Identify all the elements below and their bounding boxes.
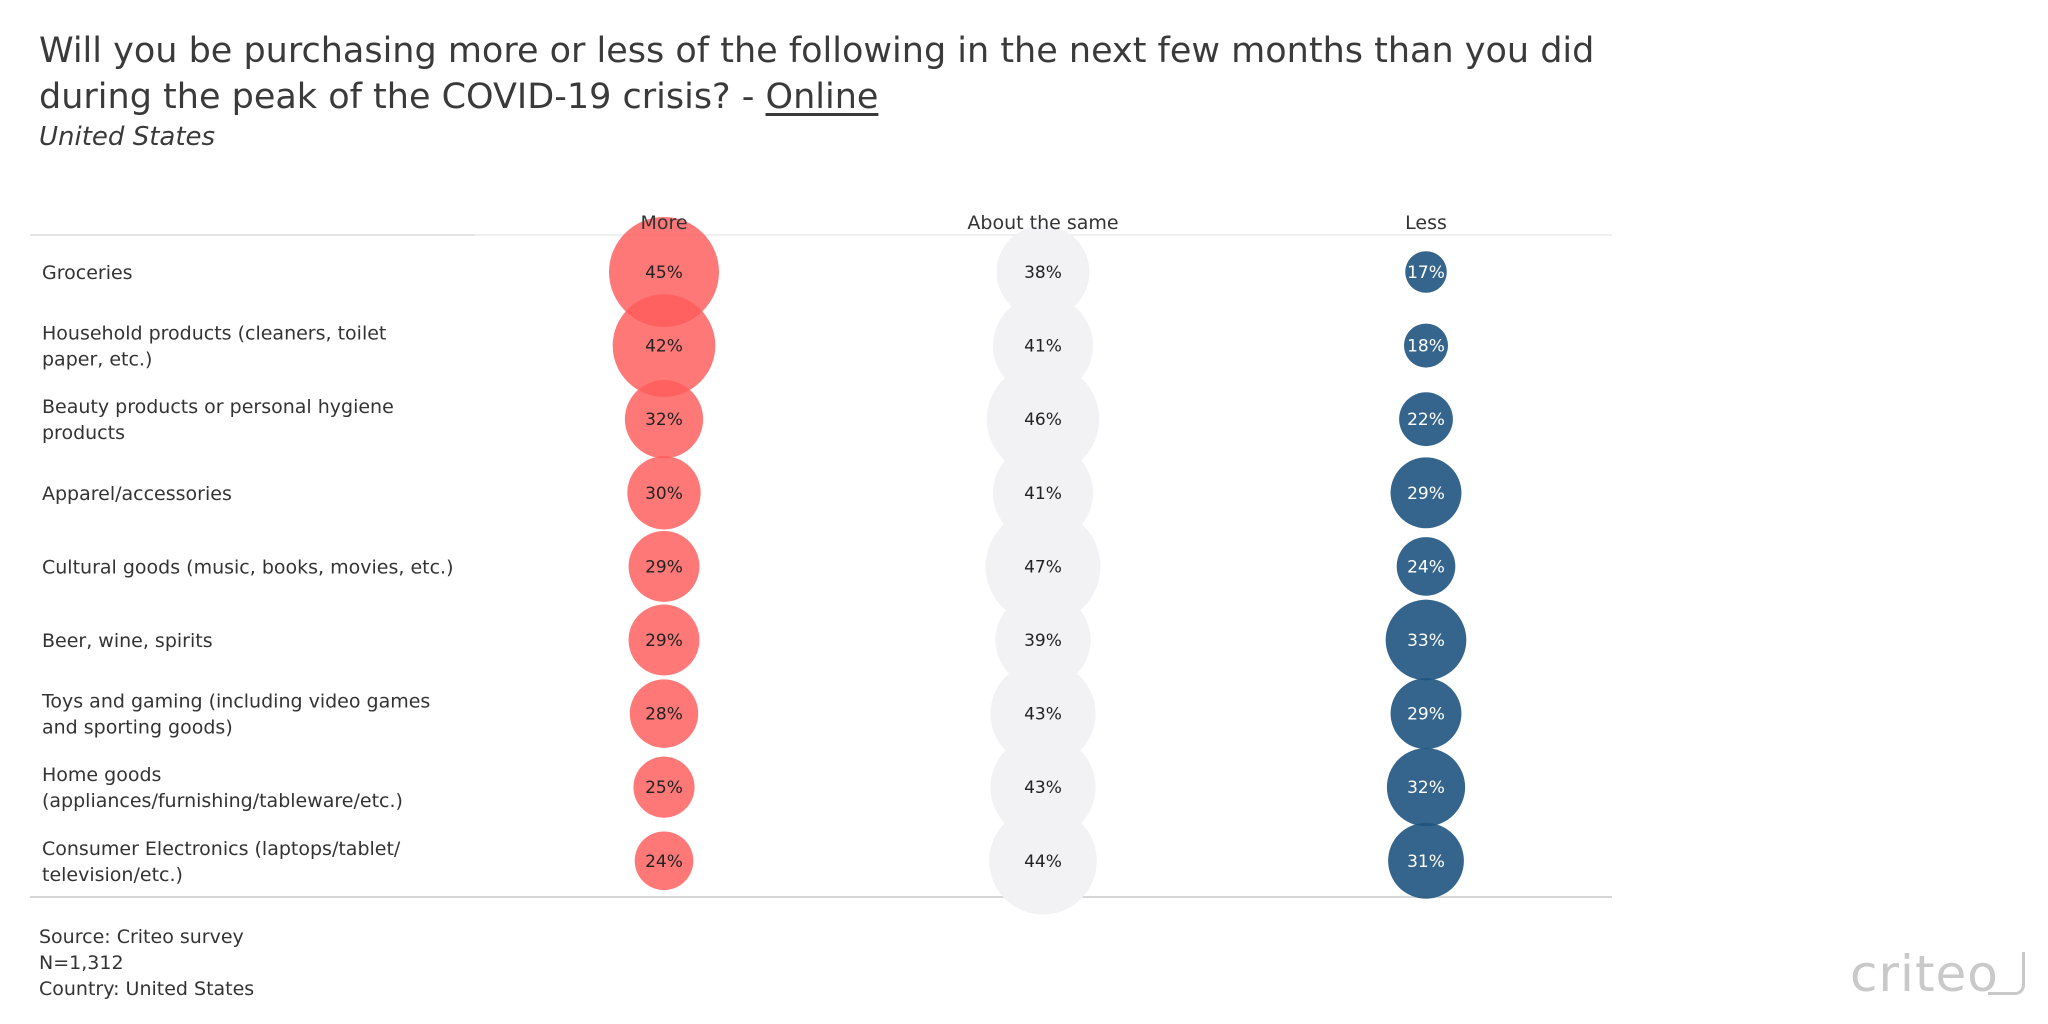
value-label: 25% [645, 778, 683, 798]
bubble-more [633, 756, 695, 818]
value-label: 28% [645, 705, 683, 725]
value-label: 32% [1407, 778, 1445, 798]
value-label: 43% [1024, 705, 1062, 725]
sample-size: N=1,312 [39, 952, 124, 974]
bubble-about-the-same [990, 734, 1096, 840]
row-label-line: television/etc.) [42, 864, 183, 886]
value-label: 29% [1407, 705, 1445, 725]
row-label-line: Groceries [42, 262, 133, 284]
value-label: 45% [645, 263, 683, 283]
value-label: 33% [1407, 631, 1445, 651]
bubble-more [634, 831, 694, 891]
bubble-less [1396, 537, 1456, 596]
chart-title-line-1: Will you be purchasing more or less of t… [39, 31, 1595, 71]
bubble-less [1385, 599, 1467, 681]
chart-title-prefix: during the peak of the COVID-19 crisis? … [39, 77, 766, 117]
value-label: 24% [645, 852, 683, 872]
row-label: Beer, wine, spirits [42, 630, 213, 652]
criteo-logo: criteo [1850, 945, 1999, 1003]
bubble-less [1405, 251, 1447, 293]
row-label: Apparel/accessories [42, 483, 232, 505]
value-label: 47% [1024, 557, 1062, 577]
row-label-line: Toys and gaming (including video games [41, 691, 430, 713]
title-block: Will you be purchasing more or less of t… [39, 28, 1594, 154]
footer: Source: Criteo survey N=1,312 Country: U… [39, 924, 254, 1002]
value-label: 32% [645, 410, 683, 430]
bubble-more [629, 679, 699, 748]
bubble-less [1388, 822, 1464, 899]
online-link[interactable]: Online [765, 77, 879, 117]
bubble-more [628, 604, 700, 676]
value-label: 31% [1407, 852, 1445, 872]
bubble-less [1386, 748, 1466, 827]
value-label: 39% [1024, 631, 1062, 651]
column-header: More [640, 212, 687, 234]
row-label: Beauty products or personal hygiene produ… [42, 396, 394, 444]
value-label: 46% [1024, 410, 1062, 430]
column-header: Less [1405, 212, 1447, 234]
row-label-line: Apparel/accessories [42, 483, 232, 505]
value-label: 29% [1407, 484, 1445, 504]
bubble-less [1404, 323, 1448, 368]
chart-subtitle: United States [39, 122, 216, 152]
value-label: 44% [1024, 852, 1062, 872]
value-label: 42% [645, 337, 683, 357]
bubble-about-the-same [990, 661, 1096, 767]
row-label-line: Cultural goods (music, books, movies, et… [42, 556, 453, 578]
bubble-more [628, 530, 700, 602]
row-label-line: products [42, 422, 125, 444]
bubble-about-the-same [985, 508, 1101, 624]
value-label: 38% [1024, 263, 1062, 283]
row-label-line: Home goods [42, 764, 161, 786]
row-label-line: (appliances/furnishing/tableware/etc.) [42, 790, 403, 812]
bubble-less [1399, 392, 1453, 447]
bubble-about-the-same [986, 362, 1100, 476]
row-label: Home goods (appliances/furnishing/tablewa… [42, 764, 403, 812]
bubble-about-the-same [996, 225, 1090, 319]
value-label: 43% [1024, 778, 1062, 798]
bubble-less [1390, 457, 1462, 529]
row-label-line: and sporting goods) [42, 717, 233, 739]
value-label: 41% [1024, 484, 1062, 504]
row-label: Groceries [42, 262, 133, 284]
value-label: 41% [1024, 337, 1062, 357]
logo-bracket-icon [1988, 952, 2025, 995]
source-note: Source: Criteo survey [39, 926, 244, 948]
row-label-line: Household products (cleaners, toilet [42, 323, 386, 345]
bubble-more [612, 294, 716, 397]
chart-title-line-2: during the peak of the COVID-19 crisis? … [39, 74, 1594, 120]
value-label: 29% [645, 557, 683, 577]
value-label: 24% [1407, 557, 1445, 577]
row-label: Toys and gaming (including video games an… [41, 691, 430, 739]
bubble-more [627, 456, 701, 530]
row-label: Consumer Electronics (laptops/tablet/tel… [42, 838, 401, 886]
row-label-line: Beer, wine, spirits [42, 630, 213, 652]
value-label: 22% [1407, 410, 1445, 430]
value-label: 18% [1407, 337, 1445, 357]
bubble-more [609, 217, 719, 327]
bubble-more [624, 380, 704, 459]
row-label: Household products (cleaners, toilet pape… [42, 323, 386, 371]
row-label: Cultural goods (music, books, movies, et… [42, 556, 453, 578]
row-label-line: paper, etc.) [42, 349, 152, 371]
bubble-about-the-same [995, 592, 1091, 688]
bubble-about-the-same [989, 807, 1097, 915]
value-label: 17% [1407, 263, 1445, 283]
row-label-line: Consumer Electronics (laptops/tablet/ [42, 838, 401, 860]
value-label: 29% [645, 631, 683, 651]
value-label: 30% [645, 484, 683, 504]
row-label-line: Beauty products or personal hygiene [42, 396, 394, 418]
column-header: About the same [967, 212, 1118, 234]
bubble-less [1390, 678, 1462, 750]
country-note: Country: United States [39, 978, 255, 1000]
